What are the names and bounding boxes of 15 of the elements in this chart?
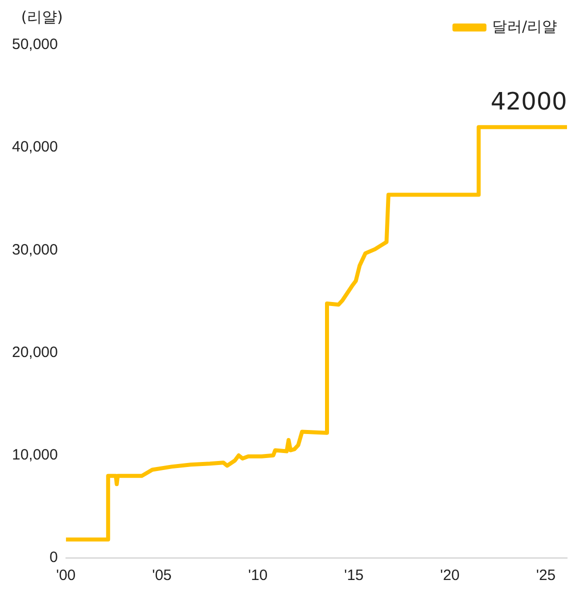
x-tick-label: '00 — [56, 567, 76, 584]
y-axis-title: (리얄) — [21, 8, 63, 26]
x-tick-label: '05 — [152, 567, 172, 584]
annotation: 42000 — [490, 87, 567, 116]
x-tick-label: '20 — [440, 567, 460, 584]
y-tick-label: 40,000 — [12, 138, 58, 156]
legend-label: 달러/리얄 — [492, 17, 558, 36]
y-tick-label: 0 — [50, 549, 58, 566]
x-tick-label: '15 — [344, 567, 364, 584]
y-tick-label: 10,000 — [12, 446, 58, 464]
y-tick-label: 30,000 — [12, 241, 58, 258]
x-tick-label: '25 — [536, 567, 556, 584]
y-tick-label: 50,000 — [12, 36, 58, 54]
y-tick-label: 20,000 — [12, 344, 58, 361]
x-tick-label: '10 — [248, 567, 268, 584]
